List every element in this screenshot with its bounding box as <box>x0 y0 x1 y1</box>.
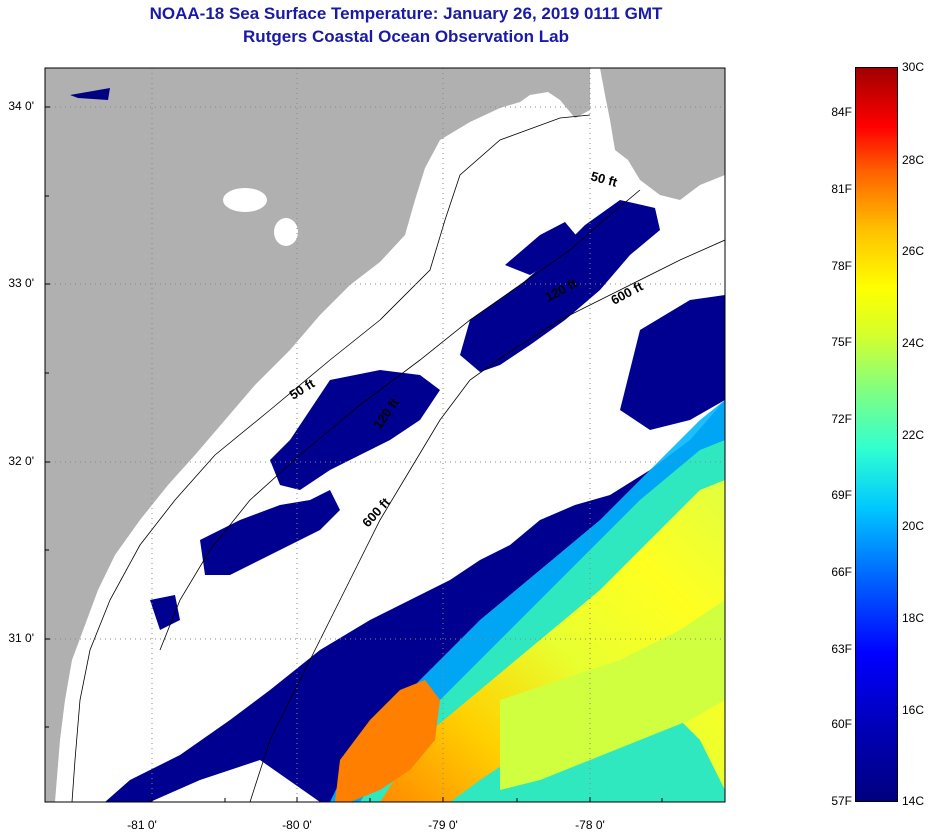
fahrenheit-label: 84F <box>831 105 852 119</box>
axis-ticks <box>45 106 663 802</box>
celsius-label: 28C <box>902 153 925 167</box>
fahrenheit-label: 72F <box>831 412 852 426</box>
celsius-label: 30C <box>902 60 925 74</box>
isobath-lines <box>71 114 725 802</box>
celsius-label: 18C <box>902 611 925 625</box>
celsius-label: 20C <box>902 519 925 533</box>
lat-label: 32 0' <box>8 454 34 468</box>
lon-label: -79 0' <box>428 818 458 832</box>
temperature-colorbar <box>855 67 898 802</box>
land-mass <box>45 68 590 802</box>
land-mass-ne <box>600 68 725 200</box>
fahrenheit-label: 75F <box>831 335 852 349</box>
fahrenheit-label: 60F <box>831 717 852 731</box>
lon-label: -80 0' <box>282 818 312 832</box>
fahrenheit-label: 57F <box>831 794 852 808</box>
fahrenheit-label: 81F <box>831 182 852 196</box>
fahrenheit-label: 78F <box>831 259 852 273</box>
celsius-label: 14C <box>902 794 925 808</box>
warm-water <box>330 400 725 802</box>
celsius-label: 26C <box>902 244 925 258</box>
celsius-label: 22C <box>902 428 925 442</box>
celsius-label: 16C <box>902 703 925 717</box>
fahrenheit-label: 63F <box>831 642 852 656</box>
lon-label: -78 0' <box>575 818 605 832</box>
graticule <box>45 68 725 802</box>
lat-label: 31 0' <box>8 631 34 645</box>
map-frame <box>44 67 726 803</box>
lat-label: 33 0' <box>8 276 34 290</box>
lon-label: -81 0' <box>127 818 157 832</box>
map-subtitle: Rutgers Coastal Ocean Observation Lab <box>243 27 569 46</box>
isobath-label: 50 ft <box>589 168 619 190</box>
lat-label: 34 0' <box>8 99 34 113</box>
fahrenheit-label: 66F <box>831 565 852 579</box>
celsius-label: 24C <box>902 336 925 350</box>
fahrenheit-label: 69F <box>831 488 852 502</box>
map-title: NOAA-18 Sea Surface Temperature: January… <box>149 4 663 23</box>
